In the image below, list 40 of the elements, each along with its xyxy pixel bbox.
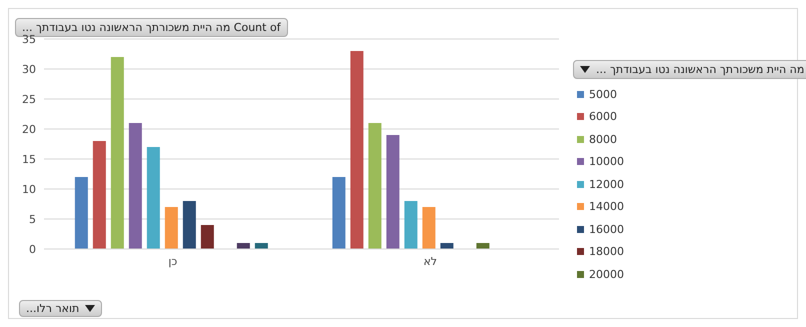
y-tick-label: 20 [22,122,36,136]
bar [386,135,400,249]
y-tick-label: 35 [22,32,36,46]
bar [440,243,454,249]
bar [350,51,364,249]
x-tick-label: לא [423,254,438,268]
legend-label: 10000 [589,155,624,168]
legend-label: 18000 [589,245,624,258]
bar [182,201,196,249]
bar [404,201,418,249]
bar [146,147,160,249]
legend-label: 12000 [589,178,624,191]
legend-label: 20000 [589,268,624,281]
legend-label: 16000 [589,222,624,236]
bar [236,243,250,249]
bar [368,123,382,249]
bar [476,243,490,249]
legend-label: 14000 [589,200,624,214]
bar [110,57,124,249]
y-tick-label: 0 [29,242,36,256]
legend-title: מה היית משכורתך הראשונה נטו בעבודתך ... [596,63,804,76]
bar [74,177,88,249]
y-tick-label: 25 [22,92,36,106]
x-tick-label: כן [168,254,178,268]
chart-title: Count of מה היית משכורתך הראשונה נטו בעבודתך ... [22,21,281,34]
y-tick-label: 5 [29,212,36,226]
bar [254,243,268,249]
y-tick-label: 10 [22,182,36,196]
bar [332,177,346,249]
bar [200,225,214,249]
legend-label: 6000 [589,110,617,124]
bar [128,123,142,249]
legend-label: 5000 [589,88,617,101]
bar [164,207,178,249]
legend-label: 8000 [589,132,617,146]
y-tick-label: 15 [22,152,36,166]
x-axis-title: תואר רלו... [26,302,80,315]
bar [92,141,106,249]
y-tick-label: 30 [22,62,36,76]
bar [422,207,436,249]
